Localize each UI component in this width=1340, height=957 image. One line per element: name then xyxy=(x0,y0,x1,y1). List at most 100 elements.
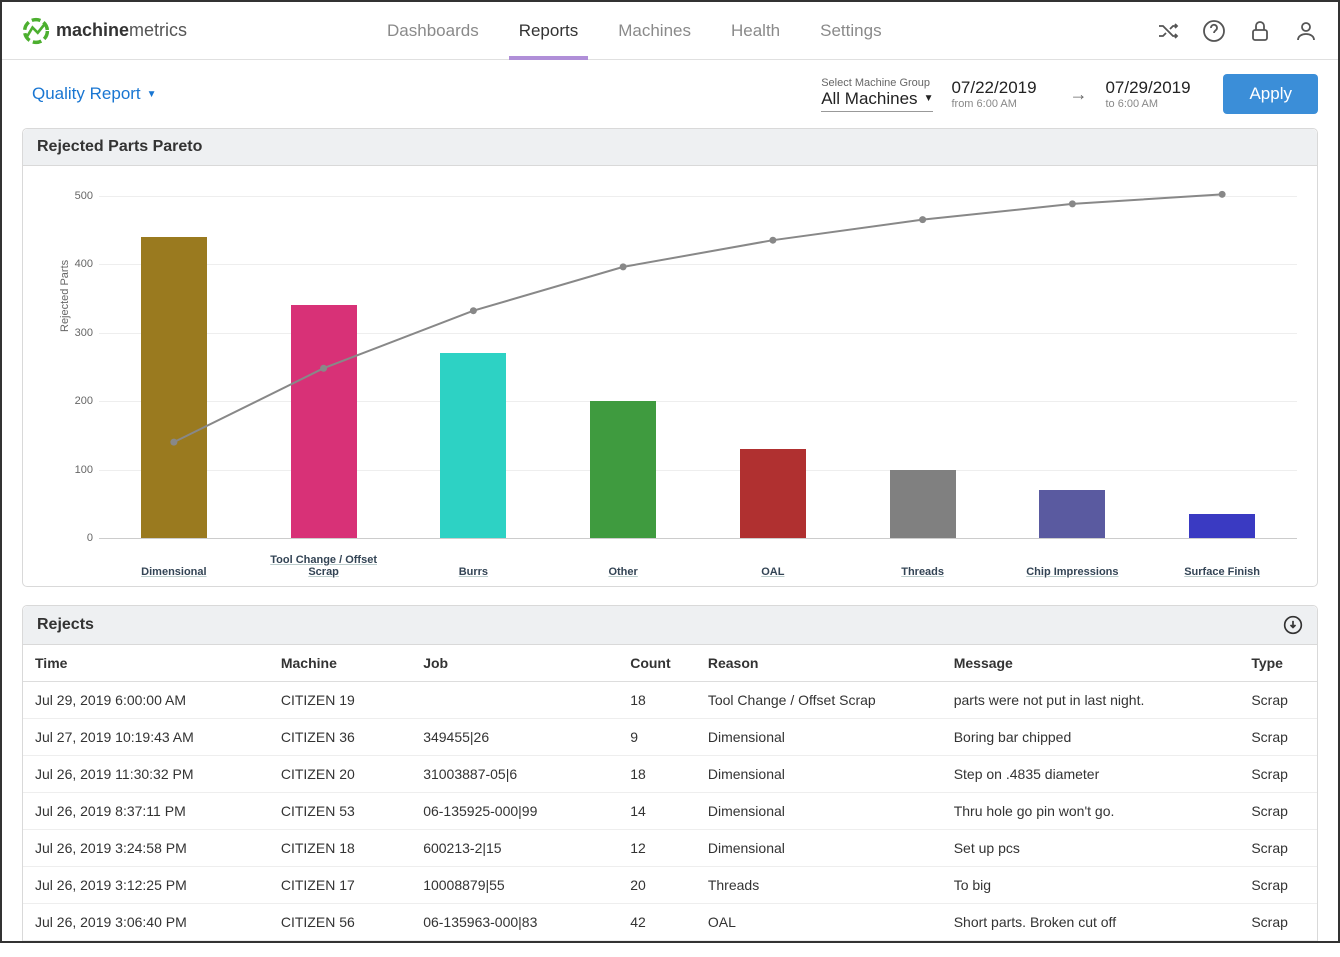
bar-slot: Burrs xyxy=(399,182,549,538)
nav-tab-health[interactable]: Health xyxy=(731,21,780,59)
chevron-down-icon: ▼ xyxy=(147,89,157,100)
bar-label[interactable]: Burrs xyxy=(403,566,543,578)
table-cell: CITIZEN 19 xyxy=(269,682,411,719)
logo[interactable]: machinemetrics xyxy=(22,17,187,45)
table-cell: Thru hole go pin won't go. xyxy=(942,793,1240,830)
table-cell: Scrap xyxy=(1239,904,1317,941)
col-time[interactable]: Time xyxy=(23,645,269,682)
user-icon[interactable] xyxy=(1294,19,1318,43)
table-cell: To big xyxy=(942,867,1240,904)
y-tick: 300 xyxy=(63,327,93,339)
table-cell: 14 xyxy=(618,793,696,830)
table-cell: Short parts. Broken cut off xyxy=(942,904,1240,941)
table-cell: 20 xyxy=(618,867,696,904)
bar-threads[interactable] xyxy=(890,470,956,538)
apply-button[interactable]: Apply xyxy=(1223,74,1318,114)
table-cell: CITIZEN 18 xyxy=(269,830,411,867)
bar-label[interactable]: OAL xyxy=(703,566,843,578)
y-tick: 0 xyxy=(63,532,93,544)
nav-tab-reports[interactable]: Reports xyxy=(519,21,579,59)
top-nav: machinemetrics Dashboards Reports Machines… xyxy=(2,2,1338,60)
table-row[interactable]: Jul 26, 2019 3:24:58 PMCITIZEN 18600213-… xyxy=(23,830,1317,867)
table-cell: Scrap xyxy=(1239,719,1317,756)
logo-icon xyxy=(22,17,50,45)
nav-tab-machines[interactable]: Machines xyxy=(618,21,691,59)
table-cell: Boring bar chipped xyxy=(942,719,1240,756)
col-reason[interactable]: Reason xyxy=(696,645,942,682)
bar-label[interactable]: Surface Finish xyxy=(1152,566,1292,578)
table-cell: 12 xyxy=(618,830,696,867)
machine-group-value: All Machines xyxy=(821,89,917,109)
table-cell: 06-135963-000|83 xyxy=(411,904,618,941)
machine-group-select[interactable]: Select Machine Group All Machines ▼ xyxy=(821,77,933,112)
date-from[interactable]: 07/22/2019 from 6:00 AM xyxy=(951,78,1051,110)
table-cell: Jul 27, 2019 10:19:43 AM xyxy=(23,719,269,756)
table-cell: Threads xyxy=(696,867,942,904)
col-machine[interactable]: Machine xyxy=(269,645,411,682)
col-message[interactable]: Message xyxy=(942,645,1240,682)
logo-text: machinemetrics xyxy=(56,20,187,41)
table-cell: 31003887-05|6 xyxy=(411,756,618,793)
nav-tab-settings[interactable]: Settings xyxy=(820,21,881,59)
table-row[interactable]: Jul 26, 2019 3:12:25 PMCITIZEN 171000887… xyxy=(23,867,1317,904)
nav-icons xyxy=(1156,19,1318,43)
col-job[interactable]: Job xyxy=(411,645,618,682)
rejects-table: TimeMachineJobCountReasonMessageType Jul… xyxy=(23,645,1317,941)
table-cell: CITIZEN 53 xyxy=(269,793,411,830)
nav-tab-dashboards[interactable]: Dashboards xyxy=(387,21,479,59)
bar-label[interactable]: Dimensional xyxy=(104,566,244,578)
bar-oal[interactable] xyxy=(740,449,806,538)
date-to-value: 07/29/2019 xyxy=(1105,78,1205,98)
pareto-panel: Rejected Parts Pareto Rejected Parts 010… xyxy=(22,128,1318,587)
table-cell: Dimensional xyxy=(696,719,942,756)
bar-other[interactable] xyxy=(590,401,656,538)
filter-bar: Quality Report ▼ Select Machine Group Al… xyxy=(2,60,1338,128)
bar-label[interactable]: Chip Impressions xyxy=(1002,566,1142,578)
table-cell: Dimensional xyxy=(696,756,942,793)
table-cell: CITIZEN 56 xyxy=(269,904,411,941)
shuffle-icon[interactable] xyxy=(1156,19,1180,43)
bar-slot: Dimensional xyxy=(99,182,249,538)
y-tick: 200 xyxy=(63,395,93,407)
pareto-chart: Rejected Parts 0100200300400500Dimension… xyxy=(23,166,1317,586)
bar-slot: Threads xyxy=(848,182,998,538)
arrow-right-icon: → xyxy=(1069,84,1087,105)
table-cell: Scrap xyxy=(1239,867,1317,904)
report-type-dropdown[interactable]: Quality Report ▼ xyxy=(32,84,157,104)
table-row[interactable]: Jul 26, 2019 3:06:40 PMCITIZEN 5606-1359… xyxy=(23,904,1317,941)
table-cell: Scrap xyxy=(1239,756,1317,793)
lock-icon[interactable] xyxy=(1248,19,1272,43)
bar-chip-impressions[interactable] xyxy=(1039,490,1105,538)
download-icon[interactable] xyxy=(1283,615,1303,635)
table-cell: Scrap xyxy=(1239,830,1317,867)
table-cell: Step on .4835 diameter xyxy=(942,756,1240,793)
table-row[interactable]: Jul 29, 2019 6:00:00 AMCITIZEN 1918Tool … xyxy=(23,682,1317,719)
date-to[interactable]: 07/29/2019 to 6:00 AM xyxy=(1105,78,1205,110)
table-cell: CITIZEN 36 xyxy=(269,719,411,756)
bar-burrs[interactable] xyxy=(440,353,506,538)
table-cell: parts were not put in last night. xyxy=(942,682,1240,719)
table-row[interactable]: Jul 26, 2019 8:37:11 PMCITIZEN 5306-1359… xyxy=(23,793,1317,830)
report-type-label: Quality Report xyxy=(32,84,141,104)
bar-tool-change-offset-scrap[interactable] xyxy=(291,305,357,538)
bar-surface-finish[interactable] xyxy=(1189,514,1255,538)
y-tick: 400 xyxy=(63,258,93,270)
col-type[interactable]: Type xyxy=(1239,645,1317,682)
table-row[interactable]: Jul 27, 2019 10:19:43 AMCITIZEN 36349455… xyxy=(23,719,1317,756)
bar-label[interactable]: Tool Change / Offset Scrap xyxy=(254,554,394,578)
help-icon[interactable] xyxy=(1202,19,1226,43)
y-tick: 500 xyxy=(63,190,93,202)
table-cell: Jul 26, 2019 3:06:40 PM xyxy=(23,904,269,941)
table-row[interactable]: Jul 26, 2019 11:30:32 PMCITIZEN 20310038… xyxy=(23,756,1317,793)
table-header-row: TimeMachineJobCountReasonMessageType xyxy=(23,645,1317,682)
bar-dimensional[interactable] xyxy=(141,237,207,538)
table-cell: OAL xyxy=(696,904,942,941)
table-cell: Tool Change / Offset Scrap xyxy=(696,682,942,719)
y-tick: 100 xyxy=(63,464,93,476)
col-count[interactable]: Count xyxy=(618,645,696,682)
date-from-value: 07/22/2019 xyxy=(951,78,1051,98)
pareto-panel-header: Rejected Parts Pareto xyxy=(23,129,1317,166)
bar-label[interactable]: Other xyxy=(553,566,693,578)
bars-row: DimensionalTool Change / Offset ScrapBur… xyxy=(99,182,1297,538)
bar-label[interactable]: Threads xyxy=(853,566,993,578)
